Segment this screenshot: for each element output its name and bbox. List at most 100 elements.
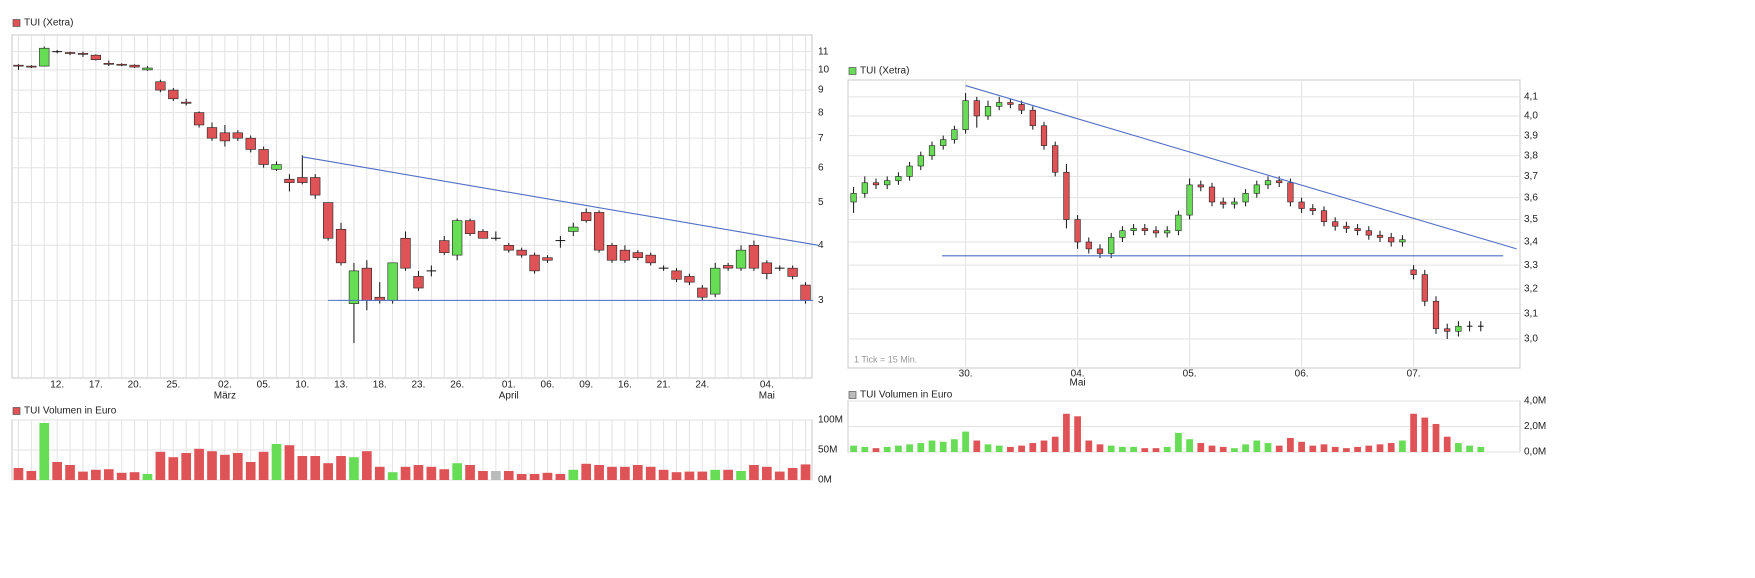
candle-body [1264, 180, 1272, 186]
volume-bar [245, 462, 256, 480]
volume-bar [850, 445, 857, 452]
volume-bar [400, 466, 411, 480]
volume-bar [26, 471, 37, 480]
y-tick-label: 4,0M [1524, 396, 1546, 407]
candle-body [103, 63, 114, 65]
candle-body [1141, 228, 1148, 231]
volume-bar [232, 453, 243, 480]
candle-body [735, 249, 747, 269]
candle-body [129, 64, 140, 68]
volume-bar [1152, 448, 1160, 452]
volume-bar [620, 466, 630, 480]
candle-body [645, 254, 656, 264]
volume-bar [1365, 445, 1373, 452]
volume-bar [1051, 436, 1059, 452]
volume-bar [1219, 446, 1227, 452]
volume-bar [529, 474, 540, 480]
volume-bar [284, 445, 295, 480]
x-tick-label: 10. [295, 380, 309, 391]
candle-body [452, 220, 463, 256]
candle-body [400, 237, 411, 269]
x-tick-label: 04. [1071, 369, 1085, 380]
y-tick-label: 50M [818, 445, 837, 456]
candle-body [872, 182, 880, 186]
volume-bar [1287, 437, 1294, 452]
candle-body [722, 265, 734, 269]
candle-body [671, 270, 682, 280]
candle-body [322, 202, 334, 239]
y-tick-label: 10 [818, 65, 830, 76]
candle-body [928, 145, 936, 157]
y-tick-label: 4,0 [1524, 111, 1538, 122]
volume-bar [1331, 446, 1339, 452]
candle-body [1197, 184, 1204, 188]
y-tick-label: 3,9 [1524, 130, 1538, 141]
volume-bar [995, 445, 1003, 452]
candle-body [962, 100, 969, 130]
candle-body [1175, 214, 1182, 231]
candle-body [206, 127, 218, 139]
volume-bar [632, 465, 643, 480]
candle-body [26, 65, 37, 68]
candle-body [1052, 145, 1059, 173]
volume-bar [774, 471, 785, 480]
candle-body [895, 176, 902, 181]
candle-body [529, 254, 540, 272]
candle-body [568, 226, 579, 232]
candle-body [64, 52, 76, 54]
x-tick-label: 24. [695, 380, 709, 391]
candle-body [142, 67, 153, 71]
volume-bar [1298, 441, 1305, 452]
volume-bar [1040, 440, 1048, 452]
y-tick-label: 8 [818, 107, 824, 118]
volume-bar [39, 423, 50, 480]
candle-body [1287, 182, 1294, 203]
candle-body [861, 182, 868, 194]
volume-bar [568, 469, 579, 480]
y-tick-label: 4,1 [1524, 91, 1538, 102]
legend-label: TUI (Xetra) [860, 66, 909, 77]
volume-bar [220, 454, 230, 480]
candle-body [439, 240, 450, 253]
candle-body [1085, 241, 1092, 250]
y-tick-label: 3,8 [1524, 150, 1538, 161]
candle-body [1376, 234, 1384, 238]
volume-bar [658, 469, 669, 480]
candle-body [787, 267, 798, 277]
volume-bar [1074, 416, 1081, 452]
volume-bar [116, 472, 127, 480]
trend-line [302, 156, 819, 246]
candle-body [1298, 201, 1305, 209]
x-tick-label: 18. [373, 380, 387, 391]
plot-panel [847, 79, 1521, 369]
volume-bar [516, 474, 527, 480]
candle-body [906, 165, 913, 177]
candle-body [1320, 210, 1328, 223]
legend-label: TUI Volumen in Euro [860, 390, 953, 401]
candle-body [1432, 300, 1440, 330]
candle-body [1388, 237, 1395, 243]
y-tick-label: 9 [818, 85, 824, 96]
candle-body [1074, 219, 1081, 243]
candle-body [413, 276, 424, 289]
candle-body [984, 106, 992, 117]
candle-body [1253, 184, 1260, 194]
candle-body [996, 102, 1003, 107]
legend-swatch [848, 391, 857, 399]
volume-bar [1443, 436, 1451, 452]
volume-bar [387, 472, 398, 480]
volume-bar [503, 471, 514, 480]
x-tick-label: 25. [166, 380, 180, 391]
x-tick-label: 02. [218, 380, 232, 391]
volume-bar [91, 469, 101, 480]
volume-bar [362, 451, 372, 480]
candle-body [940, 139, 947, 146]
volume-bar [13, 468, 24, 480]
volume-bar [491, 471, 501, 480]
y-tick-label: 3,1 [1524, 308, 1538, 319]
volume-bar [1466, 445, 1473, 452]
legend-label: TUI Volumen in Euro [24, 406, 117, 417]
volume-bar [1163, 446, 1171, 452]
candle-body [348, 270, 360, 304]
candle-body [761, 262, 772, 274]
